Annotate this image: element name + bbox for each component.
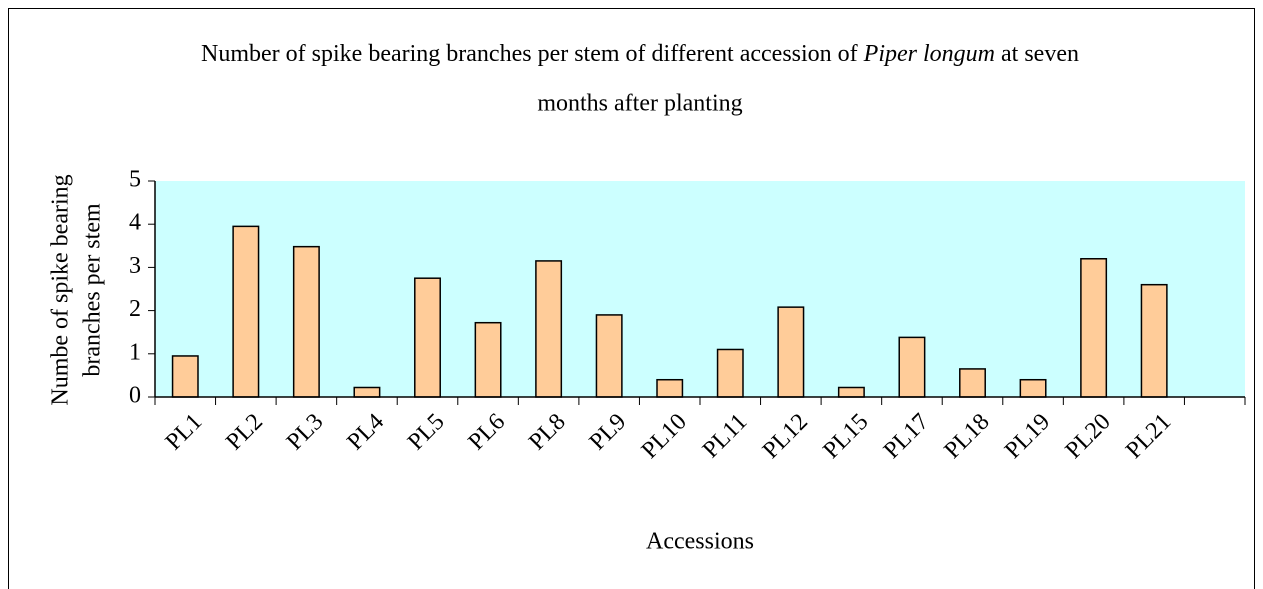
bar (474, 321, 502, 398)
bar (1080, 258, 1108, 398)
title-part: at seven (995, 41, 1079, 67)
y-tick-label: 3 (129, 253, 141, 279)
chart-title: Number of spike bearing branches per ste… (201, 41, 1079, 67)
y-tick-label: 2 (129, 296, 141, 322)
bar (656, 378, 684, 398)
bar (595, 314, 623, 398)
bar (353, 386, 381, 398)
bar (232, 225, 260, 398)
bar (171, 355, 199, 398)
y-tick-label: 5 (129, 167, 141, 193)
y-axis-label: branches per stem (80, 203, 106, 377)
title-part: Piper longum (863, 41, 995, 67)
bar (292, 245, 320, 398)
bar (777, 306, 805, 398)
bar (716, 348, 744, 398)
y-tick-label: 0 (129, 383, 141, 409)
bar (959, 368, 986, 398)
bar (535, 260, 563, 398)
bar (837, 386, 865, 398)
x-axis-label: Accessions (646, 529, 754, 555)
plot-background (155, 181, 1245, 397)
title-part: Number of spike bearing branches per ste… (201, 41, 864, 67)
bar (898, 336, 926, 398)
y-tick-label: 4 (129, 210, 141, 236)
chart-title: months after planting (537, 91, 742, 117)
y-tick-label: 1 (129, 339, 141, 365)
bar (414, 277, 441, 398)
bar (1019, 378, 1047, 398)
y-axis-label: Numbe of spike bearing (48, 174, 74, 405)
bar (1140, 283, 1168, 398)
